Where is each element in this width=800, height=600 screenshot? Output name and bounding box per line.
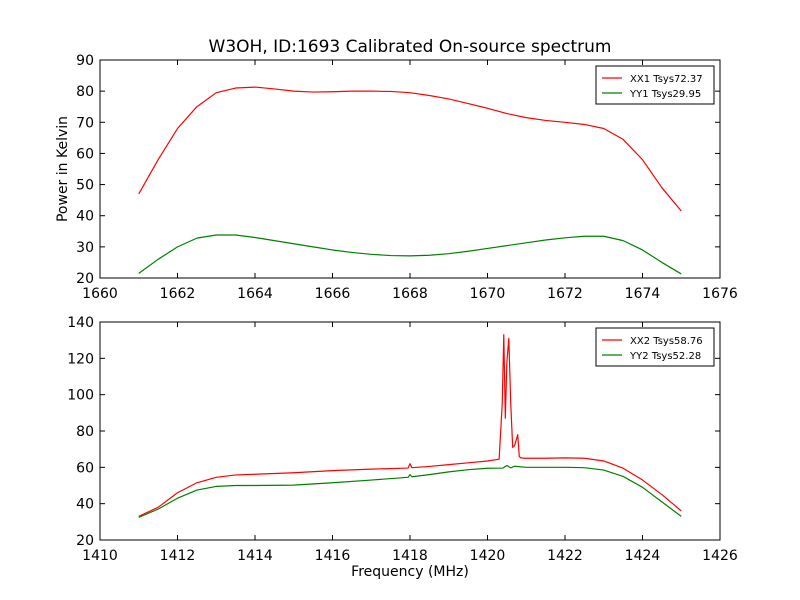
legend: XX2 Tsys58.76 YY2 Tsys52.28	[595, 327, 715, 367]
legend-box	[595, 65, 715, 105]
legend: XX1 Tsys72.37 YY1 Tsys29.95	[595, 65, 715, 105]
y-axis-label: Power in Kelvin	[55, 116, 71, 222]
y-tick-label: 50	[76, 178, 94, 194]
series-line-yy2	[138, 464, 682, 518]
legend-entry: XX1 Tsys72.37	[630, 74, 703, 85]
x-tick-label: 1422	[547, 548, 583, 564]
y-tick-label: 100	[67, 388, 94, 404]
x-tick-label: 1672	[547, 286, 583, 302]
x-tick-label: 1666	[315, 286, 351, 302]
legend-entry: XX2 Tsys58.76	[630, 336, 703, 347]
y-tick-label: 80	[76, 84, 94, 100]
x-axis-label: Frequency (MHz)	[351, 564, 469, 580]
legend-box	[595, 327, 715, 367]
y-tick-label: 20	[76, 271, 94, 287]
series-line-yy1	[138, 234, 682, 275]
y-tick-label: 70	[76, 115, 94, 131]
y-tick-label: 120	[67, 351, 94, 367]
x-tick-label: 1674	[625, 286, 661, 302]
bottom-panel: 1410 1412 1414 1416 1418 1420 1422 1424 1426 20 40…	[67, 315, 738, 580]
y-tick-label: 90	[76, 53, 94, 69]
x-tick-label: 1676	[702, 286, 738, 302]
y-tick-label: 30	[76, 240, 94, 256]
x-tick-label: 1424	[625, 548, 661, 564]
x-tick-label: 1420	[470, 548, 506, 564]
legend-entry: YY1 Tsys29.95	[629, 89, 701, 100]
legend-entry: YY2 Tsys52.28	[629, 351, 701, 362]
top-panel: 1660 1662 1664 1666 1668 1670 1672 1674 1676 20 30…	[55, 53, 738, 302]
x-tick-label: 1668	[392, 286, 428, 302]
x-tick-label: 1426	[702, 548, 738, 564]
x-tick-label: 1664	[237, 286, 273, 302]
chart-title: W3OH, ID:1693 Calibrated On-source spect…	[209, 37, 612, 57]
x-tick-label: 1412	[160, 548, 196, 564]
x-tick-label: 1418	[392, 548, 428, 564]
x-tick-label: 1410	[82, 548, 118, 564]
x-tick-label: 1670	[470, 286, 506, 302]
y-tick-label: 20	[76, 533, 94, 549]
x-tick-label: 1662	[160, 286, 196, 302]
y-tick-label: 40	[76, 209, 94, 225]
y-tick-label: 140	[67, 315, 94, 331]
y-tick-label: 60	[76, 460, 94, 476]
x-tick-label: 1414	[237, 548, 273, 564]
y-tick-label: 80	[76, 424, 94, 440]
x-tick-label: 1416	[315, 548, 351, 564]
x-tick-label: 1660	[82, 286, 118, 302]
series-line-xx1	[138, 86, 682, 212]
y-tick-label: 60	[76, 146, 94, 162]
y-tick-label: 40	[76, 497, 94, 513]
series-line-xx2	[138, 334, 682, 517]
